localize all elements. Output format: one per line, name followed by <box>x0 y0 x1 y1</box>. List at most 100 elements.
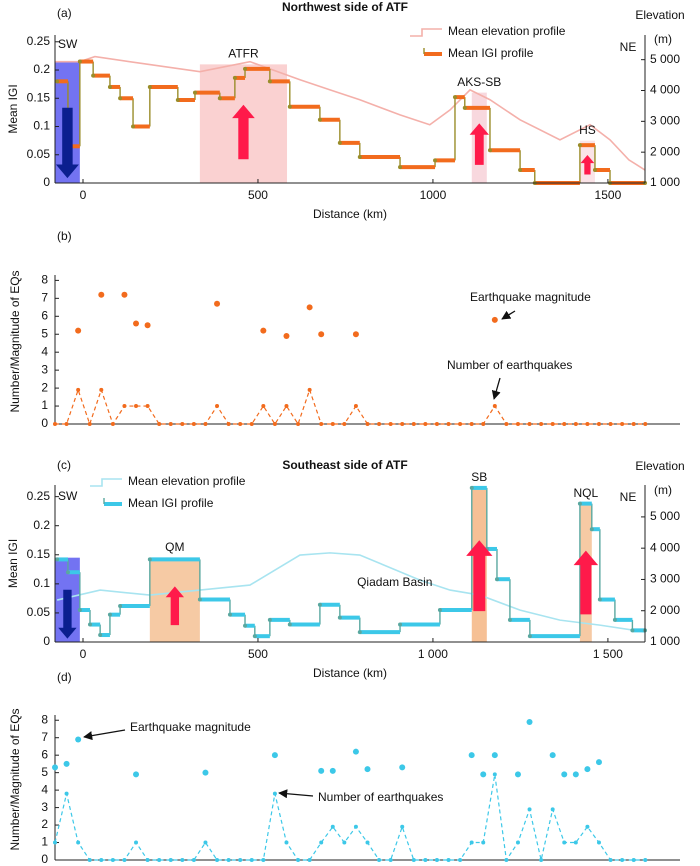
eq-count-point <box>145 858 150 862</box>
y-tick-label: 0.05 <box>27 605 51 619</box>
y-tick-label: 7 <box>41 730 48 744</box>
eq-count-point <box>539 858 544 862</box>
igi-point <box>98 633 103 638</box>
igi-point <box>317 602 322 607</box>
igi-point <box>55 79 60 84</box>
y-tick-label: 5 <box>41 765 48 779</box>
igi-point <box>243 623 248 628</box>
igi-point <box>267 617 272 622</box>
x-tick-label: 1 000 <box>418 647 448 661</box>
eq-count-point <box>53 422 57 426</box>
x-tick-label: 500 <box>248 188 268 202</box>
magnitude-point <box>318 767 325 774</box>
eq-count-point <box>249 422 254 426</box>
y2-tick-label: 4 000 <box>650 540 680 554</box>
trend-arrow <box>55 107 79 179</box>
eq-count-point <box>504 422 509 426</box>
igi-point <box>118 603 123 608</box>
eq-count-point <box>608 858 613 862</box>
magnitude-point <box>352 748 359 755</box>
igi-point <box>77 608 82 613</box>
eq-count-point <box>527 807 532 812</box>
igi-point <box>487 148 492 153</box>
magnitude-point <box>283 333 290 340</box>
series-annotation: Earthquake magnitude <box>130 720 251 734</box>
magnitude-point <box>63 760 70 767</box>
y2-tick-label: 1 000 <box>650 634 680 648</box>
y-tick-label: 0.15 <box>27 547 51 561</box>
igi-point <box>227 612 232 617</box>
igi-point <box>592 168 597 173</box>
igi-point <box>527 634 532 639</box>
eq-count-point <box>238 422 243 426</box>
eq-count-point <box>134 840 139 845</box>
eq-count-point <box>365 422 370 426</box>
eq-count-point <box>191 422 196 426</box>
legend-label: Mean elevation profile <box>128 474 246 488</box>
igi-point <box>118 96 123 101</box>
y-axis-label: Mean IGI <box>6 539 20 588</box>
eq-count-point <box>562 840 567 845</box>
y-axis-label: Mean IGI <box>6 84 20 133</box>
y2-tick-label: 2 000 <box>650 144 680 158</box>
eq-count-point <box>319 840 324 845</box>
magnitude-point <box>514 771 521 778</box>
trend-arrow <box>469 123 489 165</box>
x-axis-label: Distance (km) <box>313 207 387 221</box>
annotation-arrow <box>278 789 314 799</box>
eq-count-point <box>377 422 382 426</box>
magnitude-point <box>561 771 568 778</box>
igi-point <box>452 95 457 100</box>
eq-count-point <box>87 422 92 426</box>
eq-count-point <box>585 824 590 829</box>
eq-count-line <box>55 388 646 426</box>
y-tick-label: 1 <box>41 398 48 412</box>
igi-point <box>287 104 292 109</box>
eq-count-point <box>284 840 289 845</box>
y-tick-label: 8 <box>41 273 48 287</box>
elevation-line <box>55 55 646 171</box>
eq-count-point <box>330 824 335 829</box>
y2-tick-label: 2 000 <box>650 603 680 617</box>
igi-point <box>398 165 403 170</box>
igi-point <box>65 570 70 575</box>
side-label: NE <box>620 490 637 504</box>
side-label: SW <box>58 489 78 503</box>
y-tick-label: 6 <box>41 308 48 322</box>
igi-point <box>577 143 582 148</box>
y-tick-label: 3 <box>41 362 48 376</box>
eq-count-point <box>168 858 173 862</box>
eq-count-point <box>365 840 370 845</box>
y-tick-label: 0 <box>41 416 48 430</box>
legend-label: Mean elevation profile <box>448 24 566 38</box>
igi-point <box>77 59 82 64</box>
magnitude-point <box>271 752 278 759</box>
igi-point <box>612 617 617 622</box>
igi-point <box>217 96 222 101</box>
igi-point <box>55 557 60 562</box>
eq-count-point <box>191 858 196 862</box>
igi-point <box>630 628 635 633</box>
y2-axis-label: Elevation <box>635 459 684 473</box>
igi-point <box>398 622 403 627</box>
eq-count-point <box>631 858 636 862</box>
eq-count-point <box>492 772 497 777</box>
eq-count-point <box>110 858 115 862</box>
eq-count-point <box>180 422 185 426</box>
panel-label: (d) <box>57 670 72 684</box>
trend-arrow <box>58 589 77 639</box>
eq-count-point <box>388 422 393 426</box>
eq-count-point <box>504 858 509 862</box>
y-tick-label: 0.25 <box>27 489 51 503</box>
trend-arrow <box>165 586 185 626</box>
region-label: ATFR <box>228 47 259 61</box>
igi-point <box>437 608 442 613</box>
eq-count-point <box>423 858 428 862</box>
trend-arrow <box>466 540 493 612</box>
eq-count-point <box>180 858 185 862</box>
annotation-arrow <box>491 377 501 400</box>
eq-count-point <box>122 858 127 862</box>
eq-count-line <box>54 774 646 862</box>
eq-count-point <box>608 422 613 426</box>
eq-count-point <box>226 858 231 862</box>
